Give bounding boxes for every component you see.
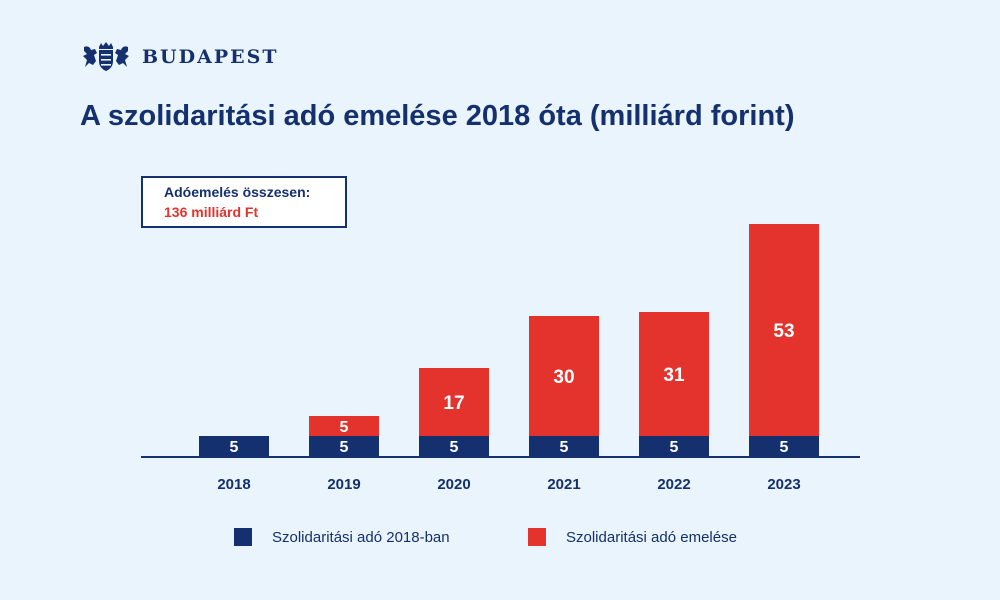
summary-label: Adóemelés összesen:	[164, 184, 311, 200]
bar-base-2021	[529, 436, 599, 456]
data-label-base-2020: 5	[450, 439, 459, 456]
data-label-base-2019: 5	[340, 439, 349, 456]
legend-swatch-increase	[528, 528, 546, 546]
bar-increase-2022	[639, 312, 709, 436]
x-tick-label-2022: 2022	[657, 476, 690, 493]
bar-increase-2019	[309, 416, 379, 436]
brand-logo: BUDAPEST	[80, 40, 278, 74]
data-label-base-2023: 5	[780, 439, 789, 456]
legend-item-increase: Szolidaritási adó emelése	[528, 528, 737, 546]
bar-increase-2021	[529, 316, 599, 436]
x-tick-label-2023: 2023	[767, 476, 800, 493]
bar-base-2020	[419, 436, 489, 456]
x-tick-label-2020: 2020	[437, 476, 470, 493]
data-label-increase-2022: 31	[663, 365, 685, 386]
bar-increase-2023	[749, 224, 819, 436]
legend-label-increase: Szolidaritási adó emelése	[566, 528, 737, 546]
summary-box: Adóemelés összesen: 136 milliárd Ft	[141, 176, 347, 228]
bar-base-2018	[199, 436, 269, 456]
summary-value: 136 milliárd Ft	[164, 204, 259, 220]
bar-increase-2020	[419, 368, 489, 436]
chart-legend: Szolidaritási adó 2018-ban Szolidaritási…	[0, 528, 1000, 550]
legend-label-base: Szolidaritási adó 2018-ban	[272, 528, 450, 546]
data-label-base-2018: 5	[230, 439, 239, 456]
data-label-base-2022: 5	[670, 439, 679, 456]
x-tick-label-2019: 2019	[327, 476, 360, 493]
data-label-base-2021: 5	[560, 439, 569, 456]
data-label-increase-2021: 30	[553, 367, 574, 388]
x-tick-label-2021: 2021	[547, 476, 580, 493]
brand-name: BUDAPEST	[142, 46, 279, 68]
bar-base-2019	[309, 436, 379, 456]
legend-item-base: Szolidaritási adó 2018-ban	[234, 528, 450, 546]
bar-base-2023	[749, 436, 819, 456]
data-label-increase-2019: 5	[340, 419, 349, 436]
data-label-increase-2020: 17	[443, 393, 464, 414]
x-tick-label-2018: 2018	[217, 476, 250, 493]
budapest-coat-of-arms-icon	[83, 42, 129, 71]
legend-swatch-base	[234, 528, 252, 546]
bar-base-2022	[639, 436, 709, 456]
chart-title: A szolidaritási adó emelése 2018 óta (mi…	[80, 100, 795, 132]
data-label-increase-2023: 53	[773, 321, 794, 342]
